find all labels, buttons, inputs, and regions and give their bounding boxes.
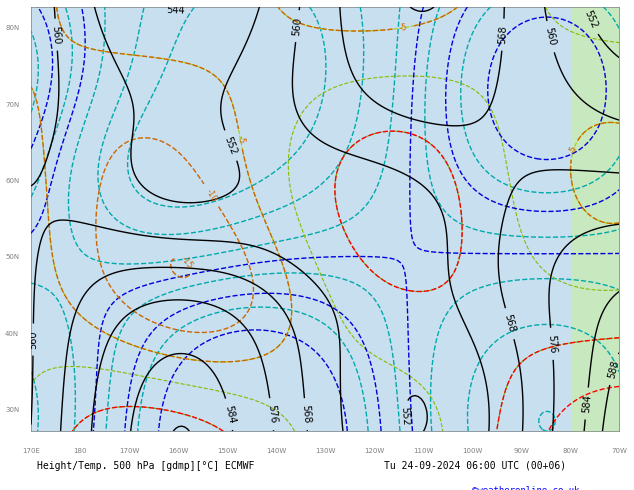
- Text: 552: 552: [399, 407, 410, 426]
- Text: 80W: 80W: [562, 448, 578, 454]
- Text: 170E: 170E: [22, 448, 40, 454]
- Text: 544: 544: [166, 5, 185, 16]
- Text: -5: -5: [235, 134, 245, 144]
- Text: 552: 552: [223, 135, 239, 156]
- Text: 568: 568: [498, 25, 508, 44]
- Text: 40N: 40N: [5, 331, 19, 337]
- Text: -5: -5: [399, 23, 408, 33]
- Text: 180: 180: [74, 448, 87, 454]
- Text: 568: 568: [503, 314, 517, 334]
- Text: 588: 588: [606, 359, 621, 380]
- Text: 576: 576: [266, 404, 278, 424]
- Text: ©weatheronline.co.uk: ©weatheronline.co.uk: [472, 487, 579, 490]
- Text: 110W: 110W: [413, 448, 433, 454]
- Text: -15: -15: [179, 255, 195, 271]
- Text: 130W: 130W: [315, 448, 335, 454]
- Text: 80N: 80N: [5, 25, 19, 31]
- Text: 560: 560: [543, 26, 557, 47]
- Text: 552: 552: [582, 9, 598, 30]
- Text: 140W: 140W: [266, 448, 286, 454]
- Text: 160W: 160W: [168, 448, 188, 454]
- Text: 576: 576: [547, 334, 558, 353]
- Text: -5: -5: [568, 145, 579, 155]
- Text: Tu 24-09-2024 06:00 UTC (00+06): Tu 24-09-2024 06:00 UTC (00+06): [384, 461, 566, 471]
- Text: 90W: 90W: [513, 448, 529, 454]
- Text: 584: 584: [223, 404, 236, 424]
- Text: 150W: 150W: [217, 448, 237, 454]
- Text: 584: 584: [581, 394, 593, 413]
- Text: 50N: 50N: [5, 254, 19, 260]
- Text: 568: 568: [300, 405, 311, 424]
- Text: 60N: 60N: [5, 178, 19, 184]
- Text: 30N: 30N: [5, 407, 19, 413]
- Text: Height/Temp. 500 hPa [gdmp][°C] ECMWF: Height/Temp. 500 hPa [gdmp][°C] ECMWF: [37, 461, 254, 471]
- Text: 100W: 100W: [462, 448, 482, 454]
- Text: -10: -10: [204, 187, 219, 203]
- Text: 170W: 170W: [119, 448, 139, 454]
- Text: 560: 560: [51, 25, 62, 44]
- Text: 70N: 70N: [5, 101, 19, 107]
- Text: 560: 560: [292, 16, 304, 36]
- Text: 120W: 120W: [364, 448, 384, 454]
- Text: 70W: 70W: [611, 448, 627, 454]
- Text: 560: 560: [28, 330, 38, 349]
